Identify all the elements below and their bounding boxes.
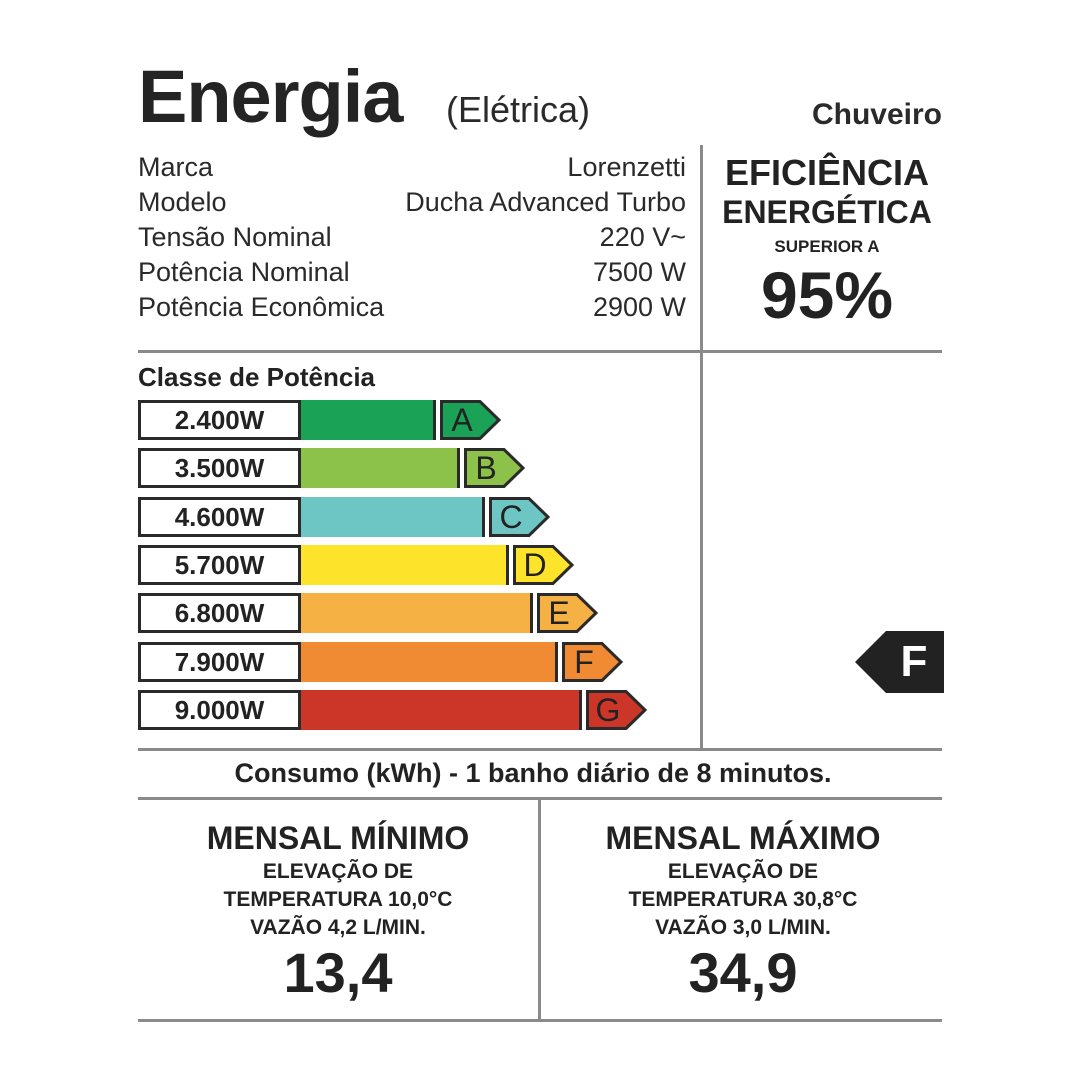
power-class-value: 6.800W [138, 593, 301, 633]
consumption-note: Consumo (kWh) - 1 banho diário de 8 minu… [234, 758, 832, 788]
power-class-bar [301, 448, 460, 488]
efficiency-value: 95% [760, 258, 894, 332]
power-class-letter: F [574, 644, 594, 680]
spec-row-potencia-economica: Potência Econômica 2900 W [138, 290, 686, 324]
power-class-value: 3.500W [138, 448, 301, 488]
divider-horizontal-classes [138, 748, 942, 751]
class-arrow-icon [489, 497, 551, 537]
label-title: Energia [138, 55, 403, 138]
spec-row-modelo: Modelo Ducha Advanced Turbo [138, 185, 686, 219]
spec-label: Marca [138, 152, 214, 182]
power-class-value: 4.600W [138, 497, 301, 537]
power-class-letter: G [595, 692, 621, 728]
efficiency-line2: ENERGÉTICA [722, 194, 932, 230]
spec-row-potencia-nominal: Potência Nominal 7500 W [138, 255, 686, 289]
class-arrow-icon [562, 642, 624, 682]
divider-vertical-upper [700, 145, 703, 751]
spec-row-marca: Marca Lorenzetti [138, 150, 686, 184]
efficiency-line1: EFICIÊNCIA [724, 152, 929, 193]
spec-label: Potência Nominal [138, 257, 350, 287]
consumption-min-value: 13,4 [283, 941, 393, 1004]
label-subtitle: (Elétrica) [446, 89, 591, 130]
class-arrow-icon [586, 690, 648, 730]
product-type: Chuveiro [811, 98, 942, 131]
consumption-max-value: 34,9 [688, 941, 798, 1004]
power-class-value: 2.400W [138, 400, 301, 440]
divider-horizontal-specs [138, 350, 942, 353]
spec-label: Tensão Nominal [138, 222, 332, 252]
spec-value: 7500 W [592, 257, 686, 287]
power-class-title: Classe de Potência [138, 362, 375, 392]
power-class-bar [301, 545, 509, 585]
rating-letter: F [900, 637, 928, 686]
spec-label: Modelo [138, 187, 227, 217]
power-class-letter: A [451, 402, 473, 438]
rating-arrow-icon [855, 631, 944, 693]
power-class-value: 5.700W [138, 545, 301, 585]
power-class-bar [301, 690, 582, 730]
consumption-max-line1: ELEVAÇÃO DE [667, 860, 819, 883]
class-arrow-icon [464, 448, 526, 488]
class-arrow-icon [537, 593, 599, 633]
power-class-bar [301, 593, 533, 633]
power-class-bar [301, 497, 485, 537]
spec-value: 220 V~ [599, 222, 686, 252]
class-arrow-icon [440, 400, 502, 440]
spec-value: Ducha Advanced Turbo [405, 187, 686, 217]
power-class-letter: C [499, 499, 523, 535]
consumption-max-line3: VAZÃO 3,0 L/MIN. [655, 916, 831, 939]
consumption-min-line2: TEMPERATURA 10,0°C [223, 888, 453, 911]
class-arrow-icon [513, 545, 575, 585]
power-class-bar [301, 642, 558, 682]
spec-value: Lorenzetti [567, 152, 686, 182]
divider-vertical-lower [538, 797, 541, 1021]
power-class-bar [301, 400, 436, 440]
spec-row-tensao: Tensão Nominal 220 V~ [138, 220, 686, 254]
divider-horizontal-bottom [138, 1019, 942, 1022]
consumption-min-title: MENSAL MÍNIMO [206, 820, 470, 856]
power-class-value: 9.000W [138, 690, 301, 730]
spec-label: Potência Econômica [138, 292, 385, 322]
consumption-max-line2: TEMPERATURA 30,8°C [628, 888, 858, 911]
consumption-max-title: MENSAL MÁXIMO [605, 820, 881, 856]
spec-value: 2900 W [592, 292, 686, 322]
power-class-letter: B [475, 450, 497, 486]
consumption-min-line3: VAZÃO 4,2 L/MIN. [250, 916, 426, 939]
power-class-value: 7.900W [138, 642, 301, 682]
power-class-letter: D [523, 547, 547, 583]
consumption-min-line1: ELEVAÇÃO DE [262, 860, 414, 883]
power-class-letter: E [548, 595, 570, 631]
efficiency-line3: SUPERIOR A [774, 237, 880, 256]
